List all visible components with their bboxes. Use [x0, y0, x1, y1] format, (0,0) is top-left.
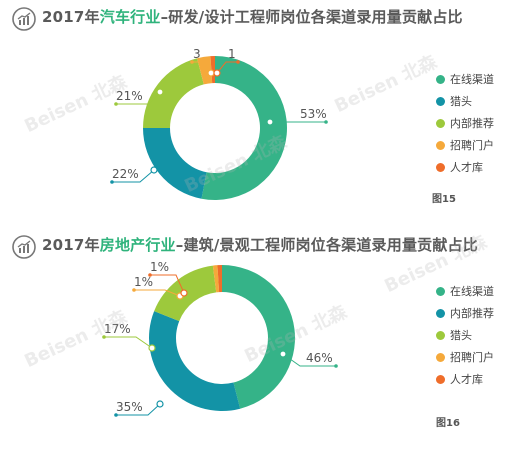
donut-slice [222, 265, 295, 409]
leader-end [114, 413, 118, 417]
legend-label: 招聘门户 [450, 351, 494, 364]
donut-slice [143, 58, 204, 129]
chart-title: 2017年房地产行业–建筑/景观工程师岗位各渠道录用量贡献占比 [42, 234, 478, 255]
title-rest: –研发/设计工程师岗位各渠道录用量贡献占比 [160, 8, 463, 26]
legend-swatch [436, 309, 445, 318]
leader-dot [180, 289, 188, 297]
leader-line [116, 91, 161, 105]
leader-end [110, 180, 114, 184]
figure-label: 图16 [436, 418, 460, 429]
donut-slice [217, 265, 222, 293]
data-label: 1 [228, 47, 236, 61]
data-label: 3 [193, 47, 201, 61]
legend-swatch [436, 119, 445, 128]
chart-icon [12, 7, 36, 31]
data-label: 1% [134, 275, 153, 289]
chart-icon [12, 235, 36, 259]
data-label: 22% [112, 167, 139, 181]
title-rest: –建筑/景观工程师岗位各渠道录用量贡献占比 [175, 236, 478, 254]
legend-swatch [436, 331, 445, 340]
leader-line [112, 169, 155, 183]
legend-swatch [436, 97, 445, 106]
leader-dot [148, 344, 156, 352]
donut-slice [212, 265, 220, 293]
leader-dot [266, 118, 274, 126]
title-year: 2017年 [42, 236, 100, 254]
data-label: 1% [150, 260, 169, 274]
leader-line [104, 336, 153, 349]
leader-dot [207, 69, 215, 77]
legend-swatch [436, 75, 445, 84]
donut-slice [201, 56, 287, 201]
legend-label: 人才库 [450, 161, 483, 174]
legend-label: 招聘门户 [450, 139, 494, 152]
title-year: 2017年 [42, 8, 100, 26]
legend-swatch [436, 141, 445, 150]
leader-end [236, 60, 240, 64]
chart-block-2: 2017年房地产行业–建筑/景观工程师岗位各渠道录用量贡献占比 46% 35% 17… [0, 228, 523, 449]
data-label: 46% [306, 351, 333, 365]
data-label: 53% [300, 107, 327, 121]
legend-label: 猎头 [450, 95, 472, 108]
leader-end [334, 364, 338, 368]
data-label: 35% [116, 400, 143, 414]
leader-line [150, 274, 185, 294]
leader-line [192, 61, 212, 74]
data-label: 17% [104, 322, 131, 336]
leader-dot [279, 350, 287, 358]
legend-label: 在线渠道 [450, 285, 494, 298]
leader-end [132, 288, 136, 292]
legend-label: 猎头 [450, 329, 472, 342]
donut-slice [210, 56, 215, 84]
chart-block-1: 2017年汽车行业–研发/设计工程师岗位各渠道录用量贡献占比 53% 22% 21%… [0, 0, 523, 221]
leader-dot [150, 166, 158, 174]
leader-line [134, 289, 181, 297]
leader-end [190, 60, 194, 64]
legend-swatch [436, 353, 445, 362]
donut-chart: 46% 35% 17% 1%1% [102, 260, 338, 417]
chart-title: 2017年汽车行业–研发/设计工程师岗位各渠道录用量贡献占比 [42, 6, 463, 27]
leader-end [324, 120, 328, 124]
leader-end [102, 335, 106, 339]
leader-line [282, 353, 336, 367]
legend-label: 人才库 [450, 373, 483, 386]
title-industry: 房地产行业 [99, 236, 176, 254]
figure-label: 图15 [432, 194, 456, 205]
donut-chart: 53% 22% 21% 3 1 [110, 47, 328, 201]
legend-label: 内部推荐 [450, 117, 494, 130]
donut-slice [149, 311, 241, 411]
leader-line [216, 61, 238, 74]
legend-label: 在线渠道 [450, 73, 494, 86]
legend-swatch [436, 163, 445, 172]
leader-dot [213, 69, 221, 77]
leader-end [148, 273, 152, 277]
leader-dot [156, 400, 164, 408]
leader-dot [156, 88, 164, 96]
data-label: 21% [116, 89, 143, 103]
legend-swatch [436, 375, 445, 384]
legend-label: 内部推荐 [450, 307, 494, 320]
donut-slice [143, 128, 207, 199]
title-industry: 汽车行业 [99, 8, 161, 26]
legend-swatch [436, 287, 445, 296]
leader-line [116, 403, 161, 416]
leader-end [114, 102, 118, 106]
